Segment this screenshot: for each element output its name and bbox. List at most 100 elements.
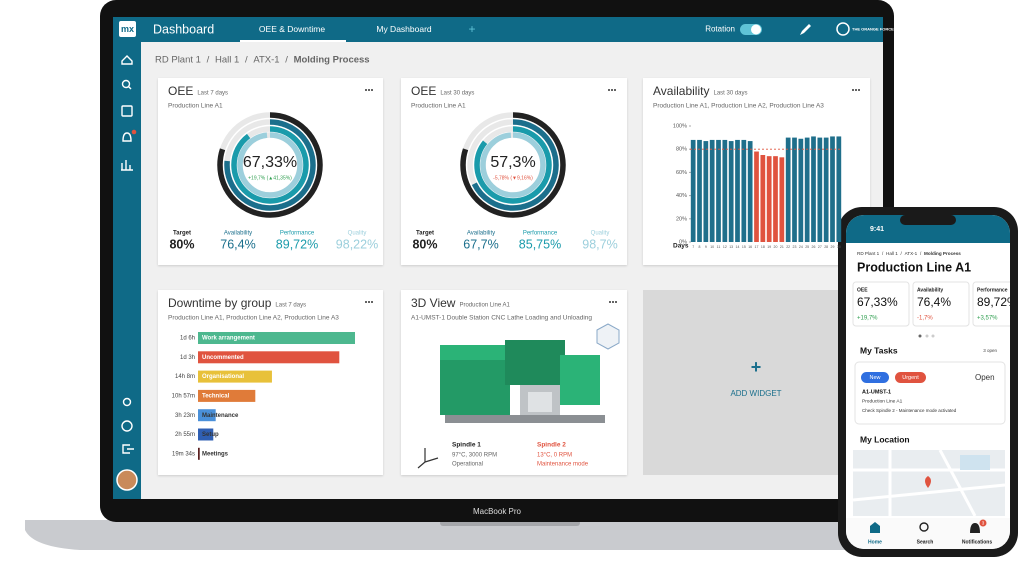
kpi-delta: +19,7%	[857, 316, 878, 322]
bell-icon[interactable]	[122, 132, 132, 142]
metric-value: 98,7%	[582, 237, 617, 251]
bell-dot	[131, 129, 137, 135]
phone-time: 9:41	[870, 226, 884, 233]
kpi-value: 89,72%	[977, 295, 1018, 309]
home-icon[interactable]	[870, 522, 880, 533]
x-tick-label: 17	[755, 245, 759, 249]
calendar-icon[interactable]	[121, 105, 133, 117]
breadcrumb-item[interactable]: RD Plant 1	[857, 251, 880, 256]
bar	[198, 332, 355, 344]
bar	[785, 137, 791, 242]
add-tab[interactable]: +	[468, 22, 475, 36]
kpi-label: Availability	[917, 287, 943, 293]
logo-box	[119, 21, 136, 37]
breadcrumb-item[interactable]: Hall 1	[215, 55, 239, 66]
breadcrumb-item: Molding Process	[294, 55, 370, 66]
menu-dot[interactable]	[371, 89, 373, 91]
logo: mx	[121, 24, 134, 34]
card-title: Downtime by group	[168, 296, 272, 310]
bell-icon[interactable]	[970, 523, 980, 533]
ring-arc	[231, 126, 309, 204]
search-icon[interactable]	[121, 79, 131, 89]
bar-category: Organisational	[202, 374, 244, 380]
x-tick-label: 21	[780, 245, 784, 249]
bar-value-label: 1d 3h	[180, 355, 195, 361]
menu-dot[interactable]	[615, 301, 617, 303]
search-icon[interactable]	[919, 522, 929, 532]
x-tick-label: 28	[824, 245, 828, 249]
bar	[792, 137, 797, 242]
breadcrumb-item[interactable]: ATX-1	[253, 55, 279, 66]
breadcrumb-item[interactable]: Hall 1	[886, 251, 898, 256]
logout-icon[interactable]	[122, 444, 134, 454]
help-icon[interactable]	[121, 420, 133, 432]
metric-label: Performance	[523, 231, 558, 237]
nav-label[interactable]: Home	[868, 539, 882, 545]
y-tick-label: 80%	[676, 147, 687, 153]
card-period: Production Line A1	[459, 303, 510, 309]
menu-dot[interactable]	[612, 301, 614, 303]
x-tick-label: 25	[805, 245, 809, 249]
separator: /	[920, 251, 922, 256]
x-tick-label: 22	[786, 245, 790, 249]
rotation-label: Rotation	[705, 25, 735, 34]
avatar[interactable]	[116, 469, 138, 491]
add-widget-icon[interactable]: +	[751, 357, 762, 377]
kpi-card	[912, 281, 970, 327]
menu-dot[interactable]	[611, 89, 613, 91]
menu-dot[interactable]	[855, 89, 857, 91]
card-title: OEE	[411, 84, 436, 98]
menu-dot[interactable]	[852, 89, 854, 91]
breadcrumb-item[interactable]: RD Plant 1	[155, 55, 201, 66]
edit-icon[interactable]	[800, 24, 811, 35]
menu-dot[interactable]	[365, 89, 367, 91]
oee-value: 57,3%	[490, 154, 535, 171]
kpi-card	[972, 281, 1010, 327]
sidebar	[113, 17, 141, 499]
badge	[979, 519, 987, 527]
x-tick-label: 18	[761, 245, 765, 249]
y-tick-label: 20%	[676, 216, 687, 222]
bar	[198, 447, 200, 460]
spindle-status: Maintenance mode	[537, 462, 589, 468]
bar	[766, 156, 772, 242]
tab[interactable]: My Dashboard	[376, 24, 432, 34]
x-tick-label: 7	[692, 245, 694, 249]
nav-label[interactable]: Search	[917, 539, 934, 545]
metric-value: 89,72%	[276, 237, 318, 251]
bar	[811, 136, 816, 242]
bar-value-label: 14h 8m	[175, 374, 195, 380]
x-tick-label: 19	[767, 245, 771, 249]
settings-icon[interactable]	[122, 397, 132, 407]
section-title: My Location	[860, 434, 910, 444]
oee-delta: -5,78% (▼9,16%)	[493, 175, 533, 181]
add-widget-label[interactable]: ADD WIDGET	[730, 389, 781, 398]
bar	[198, 389, 256, 402]
app-title: Dashboard	[153, 22, 214, 36]
task-line: Production Line A1	[862, 398, 903, 404]
breadcrumb-item[interactable]: ATX-1	[905, 251, 918, 256]
spindle-name: Spindle 2	[537, 442, 566, 449]
menu-dot[interactable]	[368, 89, 370, 91]
bar	[198, 351, 340, 364]
menu-dot[interactable]	[609, 301, 611, 303]
bar	[697, 139, 702, 242]
menu-dot[interactable]	[371, 301, 373, 303]
tab[interactable]: OEE & Downtime	[259, 24, 325, 34]
bar-category: Technical	[202, 393, 230, 399]
spindle-stats: 13°C, 0 RPM	[537, 453, 572, 459]
menu-dot[interactable]	[368, 301, 370, 303]
spindle-stats: 97°C, 3000 RPM	[452, 453, 497, 459]
nav-label[interactable]: Notifications	[962, 539, 992, 545]
menu-dot[interactable]	[608, 89, 610, 91]
menu-dot[interactable]	[614, 89, 616, 91]
x-axis-label: Days	[673, 243, 689, 250]
task-card[interactable]	[854, 361, 1006, 425]
card-period: Last 30 days	[440, 91, 474, 97]
metric-label: Performance	[280, 231, 315, 237]
home-icon[interactable]	[121, 55, 133, 65]
stats-icon[interactable]	[121, 160, 133, 171]
add-widget-card[interactable]	[643, 290, 870, 475]
menu-dot[interactable]	[365, 301, 367, 303]
menu-dot[interactable]	[858, 89, 860, 91]
